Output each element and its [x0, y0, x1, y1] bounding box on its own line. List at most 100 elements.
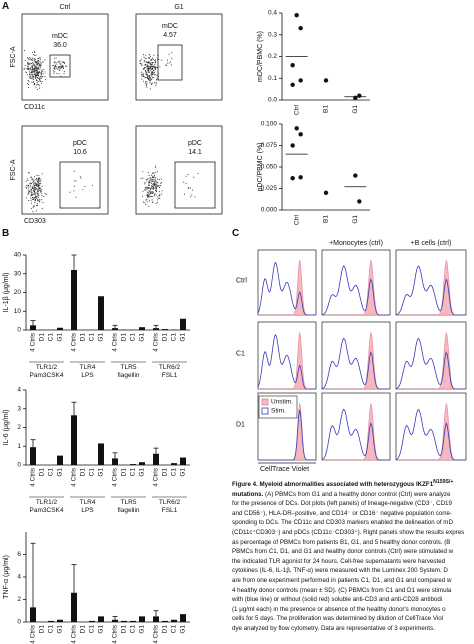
event-dot: [30, 176, 32, 178]
event-dot: [43, 73, 45, 75]
event-dot: [32, 65, 34, 67]
event-dot: [156, 186, 158, 188]
bar: [98, 443, 104, 465]
event-dot: [30, 190, 32, 192]
event-dot: [38, 85, 40, 87]
event-dot: [60, 66, 62, 68]
bar: [153, 328, 159, 330]
event-dot: [33, 185, 36, 187]
event-dot: [155, 203, 157, 205]
bar: [121, 620, 127, 622]
caption-text: are from one experiment performed in pat…: [232, 577, 452, 584]
event-dot: [27, 69, 29, 71]
group-name: TLR4: [80, 499, 96, 506]
event-dot: [144, 189, 146, 191]
y-axis-label: TNF-α (μg/ml): [3, 555, 10, 599]
data-point: [294, 126, 299, 131]
x-tick-label: 4 Ctrls: [112, 624, 119, 644]
y-axis-label: IL-1β (μg/ml): [3, 273, 10, 313]
bar: [57, 327, 63, 330]
event-dot: [53, 70, 55, 72]
event-dot: [151, 68, 153, 70]
event-dot: [188, 187, 190, 189]
event-dot: [148, 205, 150, 207]
x-tick-label: C1: [171, 468, 178, 477]
stim-histogram: [257, 261, 316, 316]
x-tick-label: G1: [352, 215, 359, 224]
data-point: [294, 12, 299, 18]
x-axis-label: CellTrace Violet: [260, 466, 309, 473]
caption-line: the indicated TLR agonist for 24 hours. …: [232, 557, 474, 567]
event-dot: [37, 180, 39, 182]
plot-frame: [21, 125, 109, 215]
event-dot: [155, 177, 157, 179]
bar: [71, 270, 77, 330]
event-dot: [141, 64, 143, 67]
event-dot: [152, 202, 154, 204]
event-dot: [30, 202, 33, 204]
legend-frame: [258, 395, 298, 419]
event-dot: [143, 56, 145, 58]
event-dot: [37, 194, 39, 196]
event-dot: [33, 197, 35, 199]
event-dot: [59, 66, 61, 68]
event-dot: [36, 189, 39, 191]
bar: [30, 447, 36, 465]
event-dot: [153, 81, 155, 83]
caption-superscript: N159S/+: [433, 479, 454, 485]
event-dot: [28, 81, 30, 83]
event-dot: [149, 191, 151, 193]
event-dot: [187, 187, 189, 189]
event-dot: [155, 180, 157, 182]
event-dot: [170, 64, 172, 66]
bar: [130, 464, 136, 465]
event-dot: [37, 205, 39, 207]
bar: [180, 457, 186, 465]
event-dot: [34, 201, 36, 204]
event-dot: [39, 61, 41, 63]
event-dot: [31, 76, 33, 78]
caption-line: dye analyzed by flow cytometry. Data are…: [232, 624, 474, 634]
event-dot: [33, 176, 36, 178]
event-dot: [150, 189, 152, 191]
event-dot: [156, 201, 158, 203]
event-dot: [139, 62, 141, 64]
event-dot: [156, 171, 159, 173]
event-dot: [169, 61, 171, 63]
event-dot: [35, 196, 37, 199]
x-tick-label: D1: [39, 625, 46, 634]
event-dot: [29, 59, 31, 61]
event-dot: [147, 66, 149, 68]
event-dot: [32, 189, 34, 191]
event-dot: [145, 85, 147, 87]
event-dot: [151, 196, 153, 198]
event-dot: [159, 195, 161, 197]
event-dot: [32, 185, 34, 187]
x-tick-label: B1: [323, 105, 330, 113]
event-dot: [148, 194, 151, 196]
event-dot: [56, 72, 58, 74]
event-dot: [145, 54, 147, 56]
x-tick-label: D1: [121, 625, 128, 634]
y-tick-label: 20: [14, 289, 22, 296]
stim-histogram: [395, 408, 466, 461]
event-dot: [151, 199, 153, 201]
legend-swatch: [261, 398, 269, 406]
event-dot: [25, 197, 27, 199]
y-axis-label: pDC/PBMC (%): [257, 142, 264, 191]
event-dot: [41, 69, 43, 71]
event-dot: [145, 178, 148, 181]
event-dot: [34, 199, 36, 201]
x-tick-label: C1: [48, 333, 55, 342]
event-dot: [37, 67, 39, 69]
event-dot: [151, 184, 153, 186]
panel-label: B: [2, 228, 9, 239]
event-dot: [32, 67, 34, 69]
event-dot: [64, 70, 66, 72]
stim-histogram: [321, 265, 390, 316]
event-dot: [152, 180, 154, 182]
group-agonist: FSL1: [162, 372, 178, 379]
event-dot: [150, 63, 152, 66]
event-dot: [151, 72, 153, 74]
event-dot: [148, 77, 150, 79]
